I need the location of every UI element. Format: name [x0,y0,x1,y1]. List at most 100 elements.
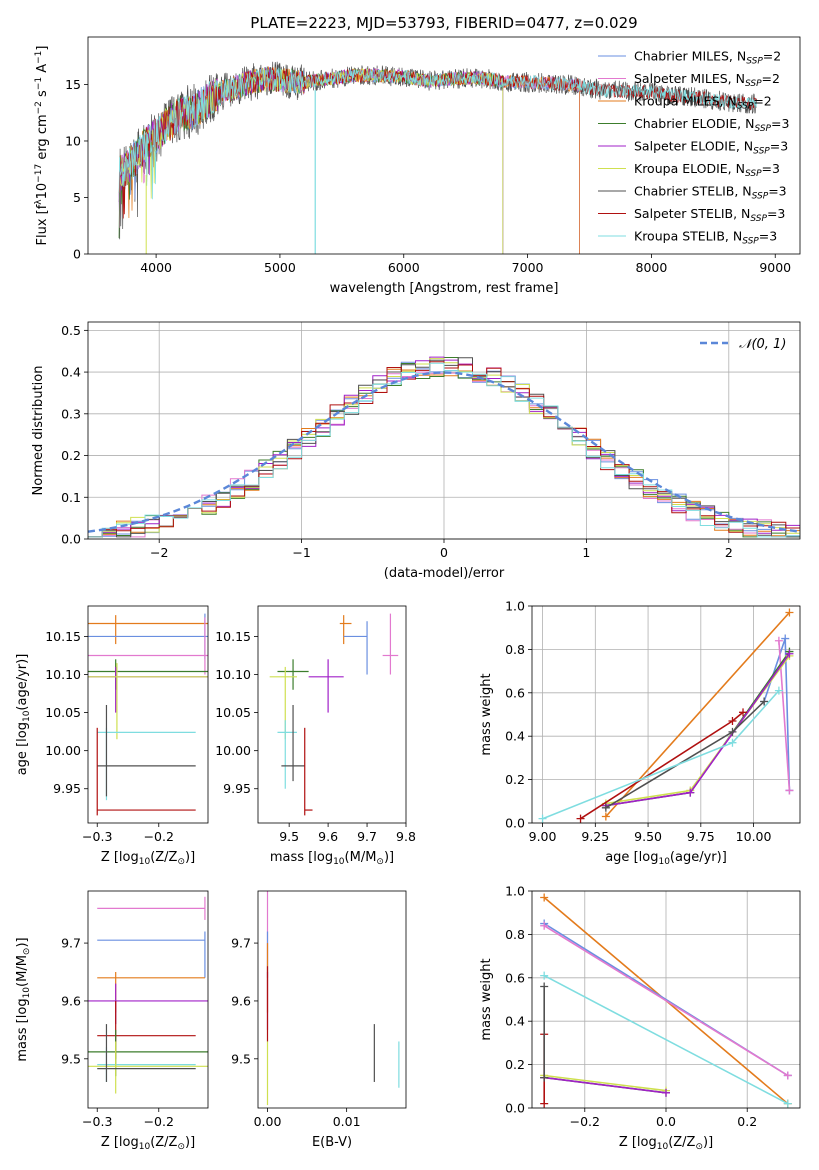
weight-point-marker [540,971,549,980]
x-tick-label: 0.2 [737,1114,757,1129]
axes-frame [257,890,407,1109]
y-tick-label: 9.6 [231,993,251,1008]
mass_vs_Z-chart: −0.3 −0.2 9.5 9.6 9.7 Z [log10(Z/Z⊙)] mass [lo… [15,890,209,1152]
chart-title: PLATE=2223, MJD=53793, FIBERID=0477, z=0… [250,14,637,32]
x-tick-label: −0.2 [144,829,174,844]
weight-point-marker [785,786,794,795]
x-tick-label: −0.2 [570,1114,600,1129]
y-tick-label: 0.0 [505,816,525,831]
legend-entry: Kroupa STELIB, NSSP=3 [634,229,777,247]
x-tick-label: 7000 [512,260,544,275]
y-tick-label: 10.15 [215,629,251,644]
x-tick-label: 9.6 [318,829,338,844]
residuals-chart: −2 −1 0 1 2 0.0 0.1 0.2 0.3 0.4 0.5 (data-model)/er… [31,321,801,581]
y-tick-label: 9.95 [223,781,251,796]
axes-frame [87,36,801,255]
y-tick-label: 5 [73,190,81,205]
x-tick-label: −1 [292,545,310,560]
weight-point-marker [538,814,547,823]
x-tick-label: 4000 [140,260,172,275]
y-tick-label: 0.2 [505,772,525,787]
legend-entry: Chabrier ELODIE, NSSP=3 [634,116,789,134]
weight-point-marker [601,803,610,812]
x-tick-label: 9.00 [529,829,557,844]
weight-point-marker [783,1071,792,1080]
x-tick-label: 0.00 [254,1114,282,1129]
weight-point-marker [540,1099,549,1108]
y-tick-label: 9.95 [53,781,81,796]
weight-point-marker [781,634,790,643]
x-tick-label: −2 [150,545,168,560]
y-tick-label: 10.15 [45,629,81,644]
mass_vs_ebv-chart: 0.00 0.01 9.5 9.6 9.7 E(B-V) [231,890,407,1150]
y-axis-label: mass weight [479,673,494,755]
x-tick-label: −0.3 [82,1114,112,1129]
y-axis-label: Normed distribution [31,366,46,496]
y-tick-label: 9.5 [61,1051,81,1066]
axes-frame [87,321,801,540]
axes-frame [87,605,209,824]
x-tick-label: −0.3 [82,829,112,844]
x-tick-label: 0.01 [333,1114,361,1129]
weight-point-marker [686,788,695,797]
weight_vs_Z-chart: −0.2 0.0 0.2 0.0 0.2 0.4 0.6 0.8 1.0 Z [log10(Z/Z… [479,884,801,1152]
legend-entry: Chabrier MILES, NSSP=2 [634,49,781,67]
x-tick-label: 2 [725,545,733,560]
weight-series-line [544,1076,667,1094]
x-tick-label: 1 [582,545,590,560]
x-tick-label: 9.5 [279,829,299,844]
spectrum-series-line [118,66,758,200]
weight-point-marker [728,727,737,736]
y-tick-label: 0.3 [61,406,81,421]
weight-point-marker [662,1088,670,1097]
weight-point-marker [760,697,769,706]
weight-point-marker [540,893,549,902]
x-tick-label: 9.75 [687,829,715,844]
y-axis-label: Flux [fλ10−17 erg cm−2 s−1 A−1] [34,46,50,246]
legend-entry: Kroupa ELODIE, NSSP=3 [634,161,780,179]
y-tick-label: 10.00 [45,743,81,758]
x-axis-label: Z [log10(Z/Z⊙)] [101,850,195,867]
y-tick-label: 10.10 [215,667,251,682]
y-tick-label: 10.00 [215,743,251,758]
histogram-series [88,362,800,538]
weight-point-marker [540,1073,549,1082]
y-tick-label: 9.7 [231,936,251,951]
axes-frame [531,605,801,824]
weight-point-marker [774,636,783,645]
legend-entry: Salpeter ELODIE, NSSP=3 [634,139,788,157]
y-tick-label: 15 [65,77,81,92]
weight-series-line [544,1074,667,1092]
legend-entry: 𝒩(0, 1) [739,337,786,352]
age_vs_mass-chart: 9.5 9.6 9.7 9.8 9.95 10.00 10.05 10.10 10.15 mass… [215,605,416,867]
y-tick-label: 1.0 [505,599,525,614]
y-axis-label: age [log10(age/yr)] [15,654,32,776]
x-tick-label: 0.0 [656,1114,676,1129]
x-axis-label: Z [log10(Z/Z⊙)] [619,1135,713,1152]
x-tick-label: 9.7 [357,829,377,844]
x-tick-label: 8000 [636,260,668,275]
axes-frame [87,890,209,1109]
y-tick-label: 0.4 [61,365,81,380]
y-tick-label: 10.05 [45,705,81,720]
spectrum-series-line [118,67,504,254]
legend-entry: Salpeter MILES, NSSP=2 [634,71,780,89]
x-tick-label: 0 [440,545,448,560]
y-tick-label: 10.10 [45,667,81,682]
y-tick-label: 0.1 [61,490,81,505]
y-tick-label: 9.7 [61,936,81,951]
weight_vs_age-chart: 9.00 9.25 9.50 9.75 10.00 0.0 0.2 0.4 0.6 0.8 1.0 a… [479,599,801,867]
weight-series-line [580,711,744,820]
y-tick-label: 10 [65,133,81,148]
y-tick-label: 0.2 [61,448,81,463]
spectrum-series-line [118,67,504,254]
y-tick-label: 9.5 [231,1051,251,1066]
x-axis-label: Z [log10(Z/Z⊙)] [101,1135,195,1152]
y-tick-label: 1.0 [505,884,525,899]
y-tick-label: 0 [73,247,81,262]
weight-point-marker [739,708,748,717]
legend-entry: Chabrier STELIB, NSSP=3 [634,184,787,202]
y-tick-label: 0.0 [505,1101,525,1116]
weight-point-marker [728,717,737,726]
weight-series-line [605,611,790,818]
